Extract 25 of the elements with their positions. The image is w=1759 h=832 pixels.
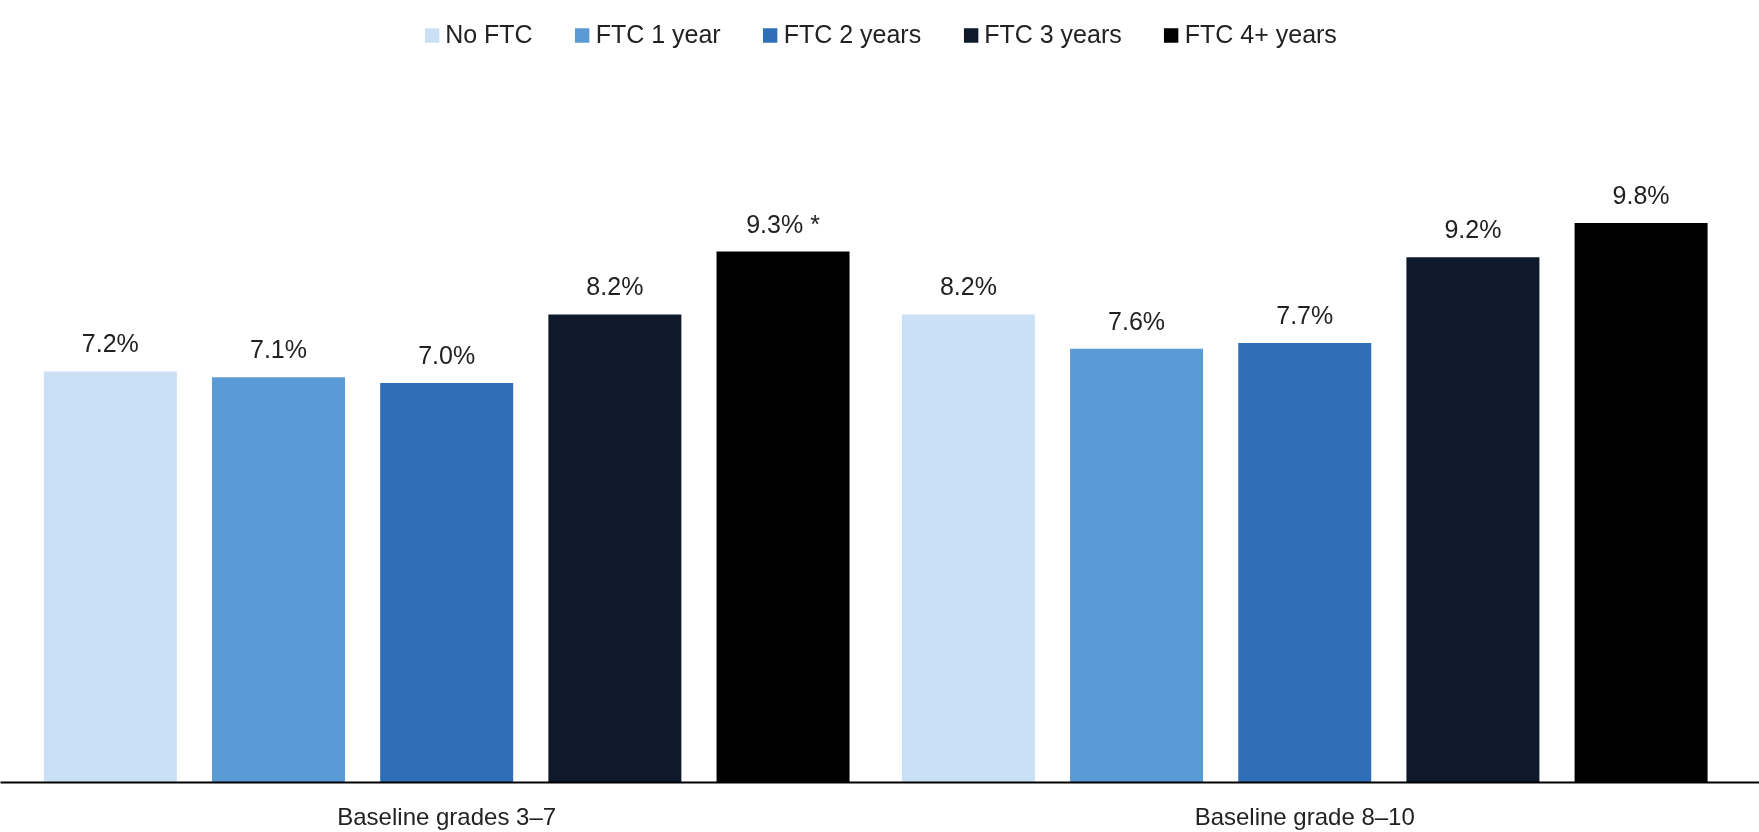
x-tick-label: Baseline grade 8–10 xyxy=(1194,802,1415,830)
data-label: 9.2% xyxy=(1444,215,1502,244)
legend-label: FTC 1 year xyxy=(595,20,721,49)
data-label: 7.0% xyxy=(418,340,476,369)
legend-label: FTC 4+ years xyxy=(1184,20,1337,49)
bar xyxy=(1406,257,1540,783)
bar xyxy=(380,382,514,783)
data-label: 7.6% xyxy=(1108,306,1166,335)
bar xyxy=(212,377,346,783)
bar xyxy=(1238,342,1372,783)
legend-label: No FTC xyxy=(445,20,533,49)
data-label: 7.7% xyxy=(1276,300,1334,329)
bar xyxy=(1070,348,1204,783)
bar xyxy=(548,314,682,783)
bar xyxy=(901,314,1035,783)
data-label: 9.8% xyxy=(1612,181,1670,210)
data-label: 7.2% xyxy=(81,329,139,358)
data-label: 8.2% xyxy=(586,272,644,301)
data-label: 7.1% xyxy=(250,335,307,364)
data-label: 8.2% xyxy=(939,272,997,301)
data-label: 9.3% * xyxy=(746,209,821,238)
legend-label: FTC 2 years xyxy=(783,20,922,49)
legend-label: FTC 3 years xyxy=(984,20,1122,49)
x-tick-label: Baseline grades 3–7 xyxy=(337,802,557,830)
bar xyxy=(43,371,177,783)
